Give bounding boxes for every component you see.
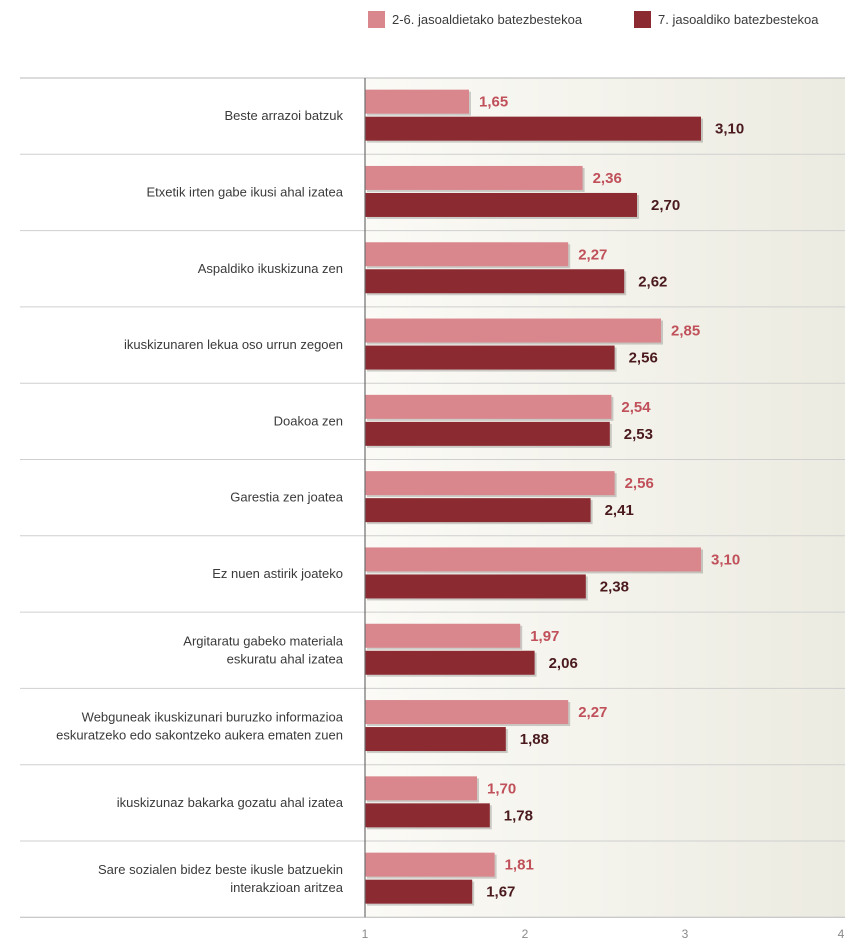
data-label: 2,62: [638, 273, 667, 290]
data-label: 2,06: [549, 655, 578, 672]
data-label: 3,10: [711, 551, 740, 568]
bar-series-2: [365, 650, 535, 675]
bar-series-1: [365, 165, 583, 190]
data-label: 2,54: [621, 399, 651, 416]
category-label: eskuratzeko edo sakontzeko aukera ematen…: [56, 728, 343, 743]
bar-series-2: [365, 727, 506, 752]
data-label: 2,53: [624, 426, 653, 443]
bar-series-1: [365, 89, 469, 114]
data-label: 1,65: [479, 94, 508, 111]
x-tick-label: 3: [682, 927, 689, 941]
bar-series-2: [365, 192, 637, 217]
category-label: ikuskizunaren lekua oso urrun zegoen: [124, 337, 343, 352]
legend-swatch-2: [634, 11, 651, 28]
bar-series-2: [365, 879, 473, 904]
bar-series-2: [365, 574, 586, 599]
data-label: 2,38: [600, 578, 629, 595]
bar-series-1: [365, 547, 701, 572]
bar-series-2: [365, 345, 615, 370]
data-label: 1,70: [487, 780, 516, 797]
legend: 2-6. jasoaldietako batezbestekoa 7. jasoa…: [368, 11, 819, 28]
x-tick-label: 4: [838, 927, 845, 941]
x-tick-label: 2: [522, 927, 529, 941]
category-label: interakzioan aritzea: [230, 880, 343, 895]
bar-series-1: [365, 394, 612, 419]
data-label: 1,88: [520, 731, 549, 748]
data-label: 1,78: [504, 807, 533, 824]
category-label: Argitaratu gabeko materiala: [183, 633, 343, 648]
data-label: 2,56: [625, 475, 654, 492]
category-label: Doakoa zen: [274, 413, 343, 428]
data-label: 1,97: [530, 628, 559, 645]
data-label: 2,85: [671, 323, 700, 340]
data-label: 1,67: [486, 884, 515, 901]
bar-series-1: [365, 242, 569, 267]
legend-swatch-1: [368, 11, 385, 28]
bar-series-1: [365, 623, 521, 648]
bar-series-2: [365, 421, 610, 446]
category-label: Garestia zen joatea: [230, 490, 344, 505]
category-label: Sare sozialen bidez beste ikusle batzuek…: [98, 862, 343, 877]
data-label: 2,27: [578, 246, 607, 263]
data-label: 2,36: [593, 170, 622, 187]
data-label: 2,56: [629, 350, 658, 367]
legend-label-1: 2-6. jasoaldietako batezbestekoa: [392, 12, 583, 27]
category-label: Aspaldiko ikuskizuna zen: [198, 261, 343, 276]
data-label: 1,81: [505, 857, 534, 874]
bar-series-1: [365, 776, 477, 801]
bar-series-2: [365, 803, 490, 828]
bar-series-1: [365, 852, 495, 877]
bar-series-2: [365, 498, 591, 523]
x-tick-label: 1: [362, 927, 369, 941]
bar-series-2: [365, 269, 625, 294]
data-label: 3,10: [715, 121, 744, 138]
category-label: eskuratu ahal izatea: [227, 651, 344, 666]
category-label: Etxetik irten gabe ikusi ahal izatea: [146, 184, 343, 199]
category-label: Webguneak ikuskizunari buruzko informazi…: [82, 710, 344, 725]
bar-series-1: [365, 471, 615, 496]
category-label: ikuskizunaz bakarka gozatu ahal izatea: [117, 795, 344, 810]
category-label: Beste arrazoi batzuk: [224, 108, 343, 123]
bar-series-2: [365, 116, 701, 141]
data-label: 2,70: [651, 197, 680, 214]
bar-series-1: [365, 318, 661, 343]
data-label: 2,27: [578, 704, 607, 721]
data-label: 2,41: [605, 502, 634, 519]
bar-series-1: [365, 700, 569, 725]
category-label: Ez nuen astirik joateko: [212, 566, 343, 581]
legend-label-2: 7. jasoaldiko batezbestekoa: [658, 12, 819, 27]
